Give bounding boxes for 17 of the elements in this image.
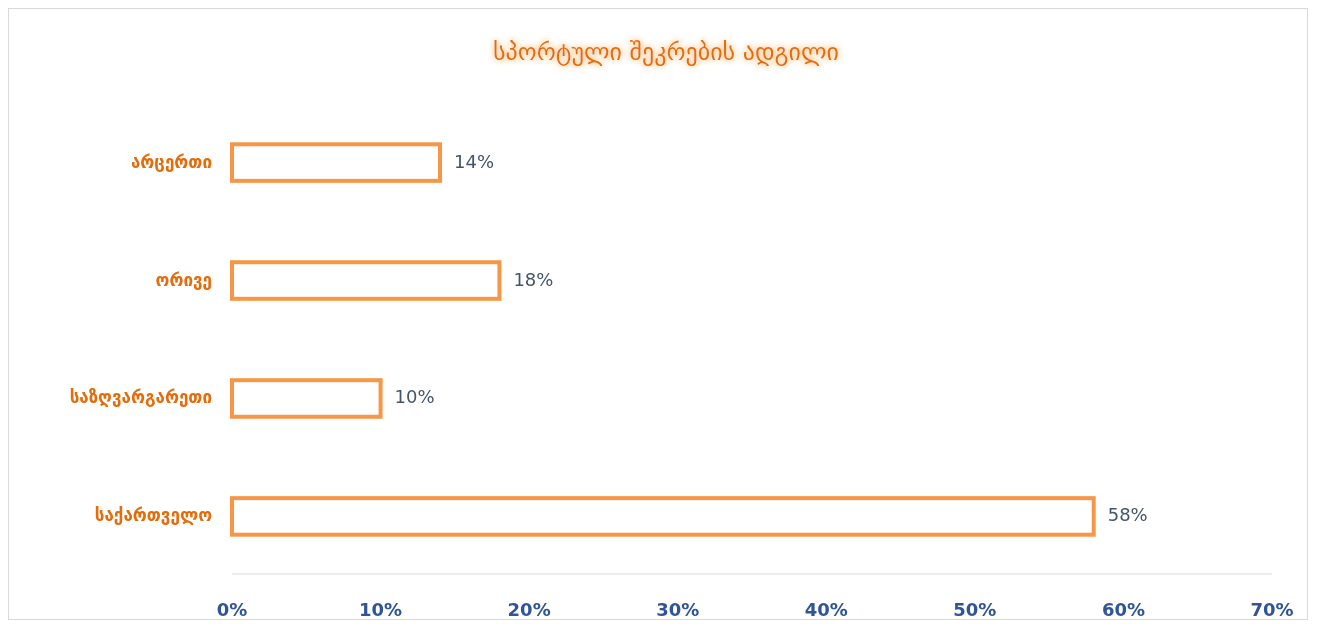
x-tick-label: 50% xyxy=(953,599,997,620)
y-tick-label: ორივე xyxy=(155,269,212,290)
data-label: 58% xyxy=(1107,504,1148,526)
y-tick-label: საზღვარგარეთი xyxy=(69,387,212,408)
x-tick-label: 10% xyxy=(359,599,403,620)
data-label: 14% xyxy=(454,150,495,172)
x-tick-label: 70% xyxy=(1250,599,1294,620)
data-label: 18% xyxy=(513,268,554,290)
y-tick-label: არცერთი xyxy=(130,151,212,172)
x-tick-label: 40% xyxy=(804,599,848,620)
x-tick-label: 0% xyxy=(216,599,248,620)
x-tick-label: 60% xyxy=(1101,599,1145,620)
y-tick-label: საქართველო xyxy=(94,505,213,526)
x-tick-label: 30% xyxy=(656,599,700,620)
data-label: 10% xyxy=(394,386,435,408)
chart-title: სპორტული შეკრების ადგილი xyxy=(493,38,839,66)
x-tick-label: 20% xyxy=(507,599,551,620)
